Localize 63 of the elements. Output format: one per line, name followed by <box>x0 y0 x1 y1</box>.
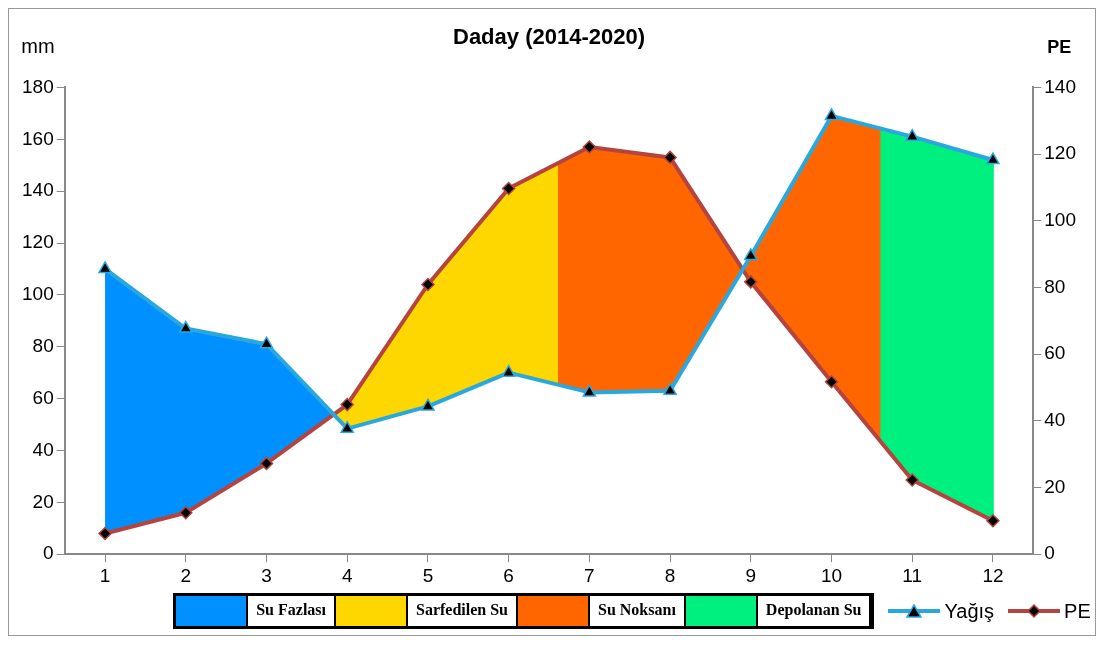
x-tick-label: 4 <box>341 564 353 586</box>
y-tick-label: 120 <box>22 231 54 253</box>
y2-tick-label: 60 <box>1044 342 1066 364</box>
y2-tick-label: 100 <box>1044 209 1076 231</box>
x-tick-label: 7 <box>584 564 595 586</box>
point <box>986 514 1000 528</box>
y-tick-label: 0 <box>43 542 54 564</box>
y2-tick-label: 80 <box>1044 275 1066 297</box>
point <box>824 374 839 389</box>
x-tick-label: 1 <box>99 564 111 586</box>
point <box>582 384 597 397</box>
x-tick-label: 5 <box>422 564 434 586</box>
legend-label: Su Fazlası <box>246 596 336 626</box>
y2-tick-label: 20 <box>1044 475 1066 497</box>
point <box>582 140 597 154</box>
y-axis-title: mm <box>21 34 55 57</box>
y-tick-label: 20 <box>32 490 54 512</box>
point <box>259 336 274 349</box>
point <box>178 320 193 333</box>
x-tick-label: 12 <box>982 564 1004 586</box>
point <box>905 473 919 487</box>
x-tick-label: 2 <box>180 564 192 586</box>
y2-axis-title: PE <box>1047 37 1072 58</box>
point <box>824 108 839 121</box>
point <box>663 383 677 396</box>
point <box>259 456 274 471</box>
point <box>421 398 435 411</box>
x-tick-label: 11 <box>902 564 923 586</box>
point <box>179 505 193 520</box>
point <box>986 152 1000 165</box>
point <box>340 397 354 412</box>
point <box>501 364 516 377</box>
legend-label: Su Noksanı <box>588 596 686 626</box>
y2-tick-label: 40 <box>1044 409 1066 431</box>
x-tick-label: 8 <box>664 564 676 586</box>
y-tick-label: 160 <box>22 127 54 149</box>
y2-tick-label: 0 <box>1044 542 1055 564</box>
y-tick-label: 180 <box>22 75 54 97</box>
point <box>744 275 758 289</box>
point <box>905 128 920 141</box>
y-tick-label: 80 <box>32 334 54 356</box>
point <box>340 420 355 433</box>
point <box>98 526 112 541</box>
point <box>98 261 112 274</box>
x-tick-label: 6 <box>503 564 514 586</box>
point <box>501 181 516 196</box>
x-tick-label: 10 <box>820 564 843 586</box>
legend-label: Depolanan Su <box>755 596 872 626</box>
y-tick-label: 100 <box>22 283 54 305</box>
point <box>421 277 435 292</box>
point <box>743 248 758 261</box>
legend-label: PE <box>1064 599 1091 623</box>
y-tick-label: 60 <box>32 386 54 408</box>
x-tick-label: 9 <box>745 564 757 586</box>
legend-label: Sarfedilen Su <box>406 596 519 626</box>
y2-tick-label: 140 <box>1044 75 1076 97</box>
chart-title: Daday (2014-2020) <box>452 24 646 50</box>
y-tick-label: 140 <box>22 179 54 201</box>
x-tick-label: 3 <box>261 564 272 586</box>
legend-label: Yağış <box>944 599 995 623</box>
y2-tick-label: 120 <box>1044 142 1076 164</box>
point <box>663 150 677 165</box>
y-tick-label: 40 <box>32 438 54 460</box>
